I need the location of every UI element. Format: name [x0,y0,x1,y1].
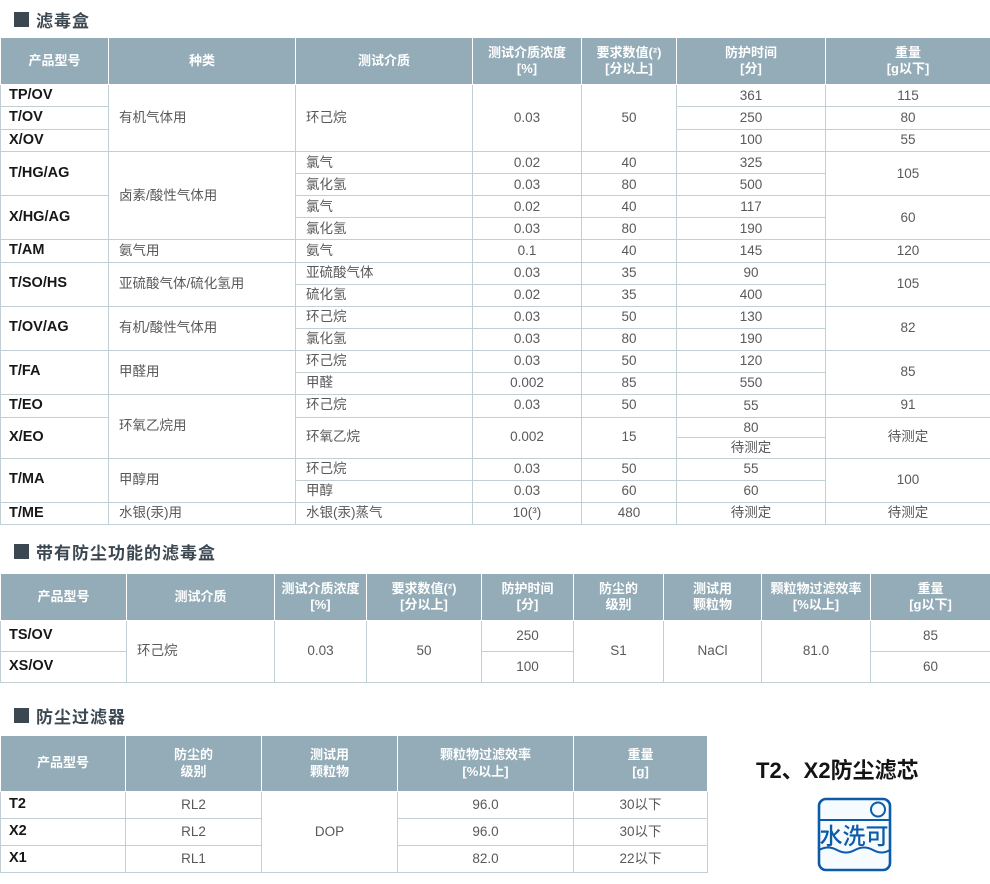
svg-text:水洗可: 水洗可 [820,817,889,851]
